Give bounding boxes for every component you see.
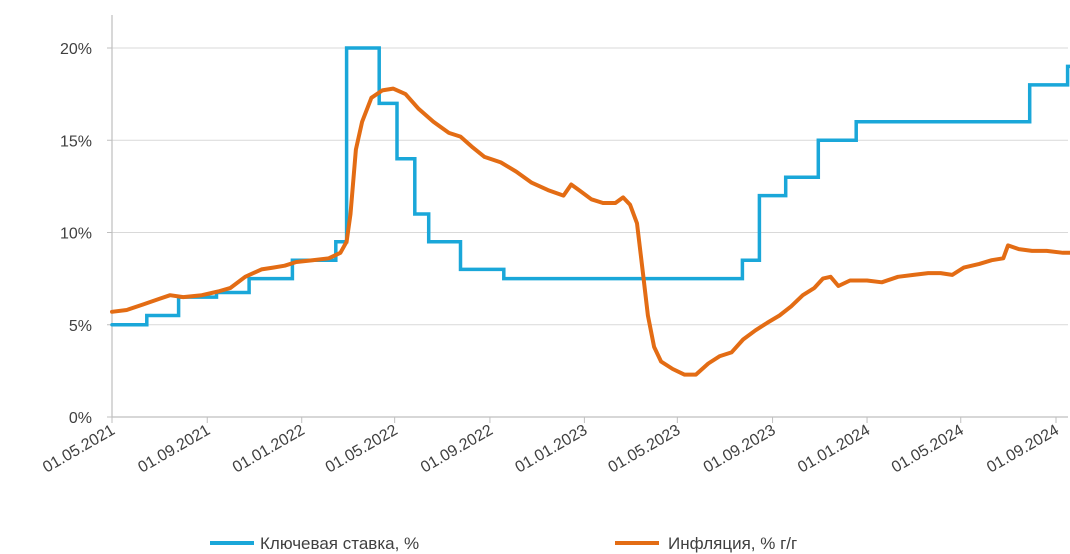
legend-label: Инфляция, % г/г [668, 534, 797, 553]
axes [107, 15, 1068, 423]
x-tick-label: 01.05.2024 [889, 422, 967, 477]
gridlines [112, 47, 1068, 326]
y-tick-label: 20% [60, 41, 92, 58]
x-tick-label: 01.01.2024 [795, 422, 873, 477]
series-line-key-rate [110, 46, 1070, 327]
series-line-inflation [110, 86, 1070, 377]
x-tick-labels: 01.05.2021 01.09.2021 01.01.2022 01.05.2022… [40, 422, 1062, 477]
y-tick-label: 5% [69, 318, 92, 335]
x-tick-label: 01.09.2023 [701, 422, 779, 477]
x-tick-label: 01.09.2021 [135, 422, 213, 477]
y-tick-label: 15% [60, 133, 92, 150]
legend-label: Ключевая ставка, % [260, 534, 419, 553]
series-lines [110, 46, 1070, 377]
x-tick-label: 01.05.2022 [323, 422, 401, 477]
x-tick-label: 01.05.2021 [40, 422, 118, 477]
legend: Ключевая ставка, % Инфляция, % г/г [210, 534, 797, 553]
y-tick-labels: 0% 5% 10% 15% 20% [60, 41, 92, 427]
x-tick-label: 01.01.2023 [513, 422, 591, 477]
y-tick-label: 10% [60, 226, 92, 243]
x-tick-label: 01.09.2022 [418, 422, 496, 477]
x-tick-label: 01.01.2022 [230, 422, 308, 477]
x-tick-label: 01.09.2024 [984, 422, 1062, 477]
x-tick-label: 01.05.2023 [605, 422, 683, 477]
y-tick-label: 0% [69, 410, 92, 427]
